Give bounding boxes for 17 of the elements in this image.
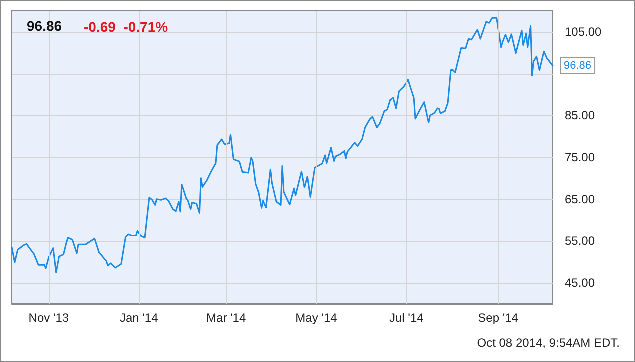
text: Oct 08 2014, 9:54AM EDT. [477, 336, 620, 350]
text: 96.86 [27, 18, 62, 34]
x-tick-label: Jul '14 [390, 311, 424, 325]
y-tick-label: 75.00 [565, 150, 596, 164]
y-tick-label: 65.00 [565, 192, 596, 206]
annotation: 96.86 [564, 60, 592, 72]
x-tick-label: May '14 [296, 311, 338, 325]
x-tick-label: Nov '13 [28, 311, 70, 325]
y-tick-label: 105.00 [565, 24, 602, 39]
y-tick-label: 85.00 [565, 108, 596, 123]
x-tick-label: Mar '14 [206, 311, 246, 325]
x-tick-label: Jan '14 [120, 311, 159, 325]
x-tick-label: Sep '14 [478, 311, 519, 325]
y-tick-label: 45.00 [565, 276, 596, 290]
y-tick-label: 55.00 [565, 234, 596, 248]
text: -0.69 -0.71% [84, 19, 169, 35]
line-series [11, 17, 554, 274]
